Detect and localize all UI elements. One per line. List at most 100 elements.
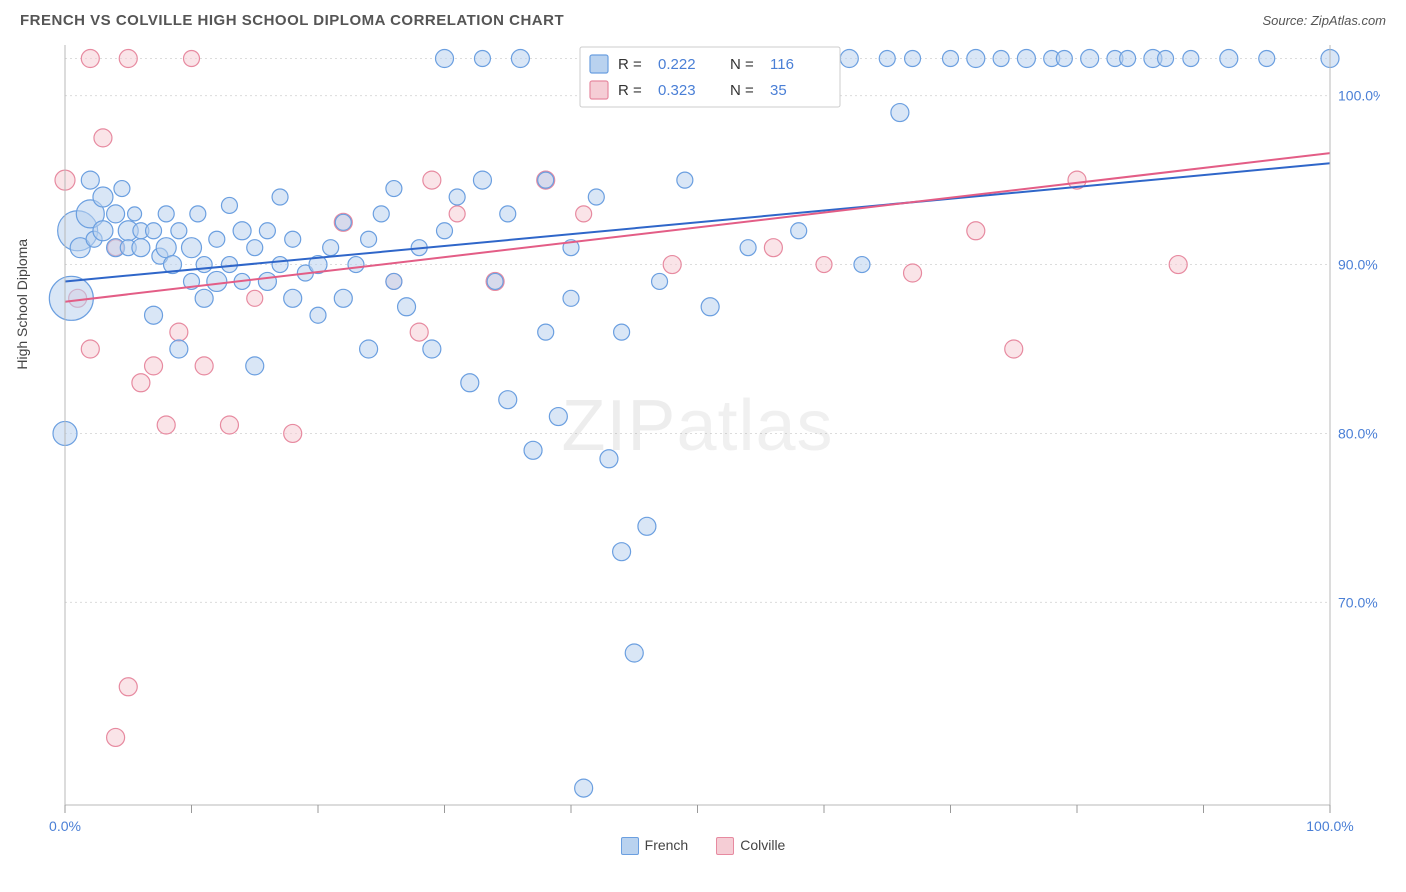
data-point [1005, 340, 1023, 358]
data-point [500, 206, 516, 222]
data-point [891, 104, 909, 122]
data-point [323, 240, 339, 256]
legend-swatch [621, 837, 639, 855]
data-point [398, 298, 416, 316]
data-point [170, 323, 188, 341]
svg-text:R =: R = [618, 82, 642, 99]
legend-item: Colville [716, 837, 785, 855]
data-point [600, 450, 618, 468]
data-point [157, 416, 175, 434]
data-point [423, 340, 441, 358]
data-point [487, 273, 503, 289]
data-point [285, 231, 301, 247]
data-point [284, 289, 302, 307]
data-point [1081, 50, 1099, 68]
data-point [740, 240, 756, 256]
x-tick-label: 0.0% [49, 818, 81, 834]
y-tick-label: 100.0% [1338, 88, 1380, 104]
svg-text:N =: N = [730, 56, 754, 73]
data-point [1158, 51, 1174, 67]
bottom-legend: French Colville [20, 837, 1386, 855]
data-point [93, 221, 113, 241]
data-point [538, 172, 554, 188]
data-point [449, 189, 465, 205]
data-point [625, 644, 643, 662]
data-point [652, 273, 668, 289]
data-point [993, 51, 1009, 67]
data-point [1169, 256, 1187, 274]
data-point [195, 289, 213, 307]
data-point [474, 51, 490, 67]
chart-header: FRENCH VS COLVILLE HIGH SCHOOL DIPLOMA C… [20, 12, 1386, 29]
data-point [386, 181, 402, 197]
data-point [247, 240, 263, 256]
data-point [182, 238, 202, 258]
y-axis-label: High School Diploma [14, 239, 30, 370]
data-point [94, 129, 112, 147]
data-point [575, 779, 593, 797]
data-point [196, 257, 212, 273]
data-point [348, 257, 364, 273]
data-point [207, 271, 227, 291]
data-point [258, 272, 276, 290]
data-point [334, 289, 352, 307]
svg-text:35: 35 [770, 82, 787, 99]
data-point [1259, 51, 1275, 67]
data-point [246, 357, 264, 375]
data-point [436, 50, 454, 68]
legend-swatch [716, 837, 734, 855]
data-point [437, 223, 453, 239]
data-point [449, 206, 465, 222]
data-point [132, 239, 150, 257]
data-point [93, 187, 113, 207]
data-point [614, 324, 630, 340]
data-point [128, 207, 142, 221]
data-point [791, 223, 807, 239]
data-point [905, 51, 921, 67]
data-point [473, 171, 491, 189]
data-point [146, 223, 162, 239]
data-point [1017, 50, 1035, 68]
data-point [119, 50, 137, 68]
svg-text:R =: R = [618, 56, 642, 73]
data-point [840, 50, 858, 68]
data-point [272, 189, 288, 205]
data-point [967, 50, 985, 68]
data-point [373, 206, 389, 222]
data-point [1183, 51, 1199, 67]
data-point [563, 290, 579, 306]
data-point [904, 264, 922, 282]
data-point [81, 340, 99, 358]
data-point [310, 307, 326, 323]
data-point [461, 374, 479, 392]
data-point [195, 357, 213, 375]
data-point [1220, 50, 1238, 68]
data-point [259, 223, 275, 239]
data-point [943, 51, 959, 67]
data-point [272, 257, 288, 273]
data-point [361, 231, 377, 247]
data-point [499, 391, 517, 409]
data-point [410, 323, 428, 341]
data-point [538, 324, 554, 340]
data-point [158, 206, 174, 222]
data-point [423, 171, 441, 189]
data-point [145, 357, 163, 375]
data-point [663, 256, 681, 274]
data-point [677, 172, 693, 188]
data-point [613, 543, 631, 561]
data-point [81, 50, 99, 68]
scatter-chart: ZIPatlas0.0%100.0%70.0%80.0%90.0%100.0%R… [20, 35, 1380, 835]
svg-text:0.323: 0.323 [658, 82, 696, 99]
y-tick-label: 90.0% [1338, 257, 1378, 273]
y-tick-label: 80.0% [1338, 425, 1378, 441]
data-point [190, 206, 206, 222]
data-point [511, 50, 529, 68]
data-point [247, 290, 263, 306]
data-point [209, 231, 225, 247]
legend-item: French [621, 837, 689, 855]
data-point [221, 197, 237, 213]
data-point [816, 257, 832, 273]
data-point [184, 51, 200, 67]
data-point [335, 214, 351, 230]
